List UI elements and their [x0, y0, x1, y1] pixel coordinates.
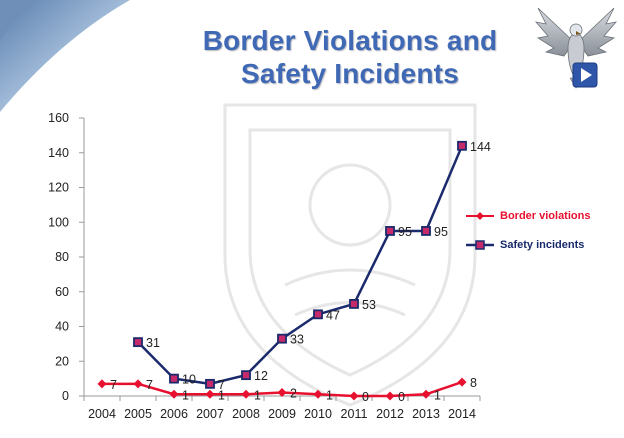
point-safety-incidents: [421, 226, 431, 236]
point-border-violations: [241, 389, 251, 399]
x-tick-label: 2006: [160, 407, 188, 421]
data-label-safety-incidents: 7: [218, 378, 225, 392]
point-border-violations: [385, 391, 395, 401]
data-label-safety-incidents: 33: [290, 333, 304, 347]
y-tick-label: 0: [62, 389, 69, 403]
x-tick-label: 2011: [341, 407, 368, 421]
point-safety-incidents: [385, 226, 395, 236]
data-label-safety-incidents: 12: [254, 369, 268, 383]
data-label-safety-incidents: 53: [362, 298, 376, 312]
data-label-border-violations: 1: [218, 388, 225, 402]
title-line-1: Border Violations and: [202, 25, 498, 56]
legend-swatch-border-violations: [466, 212, 494, 220]
y-tick-label: 40: [55, 320, 69, 334]
point-safety-incidents: [277, 333, 287, 344]
x-tick-label: 2004: [88, 407, 116, 421]
data-label-border-violations: 0: [362, 390, 369, 404]
data-label-border-violations: 0: [398, 390, 405, 404]
data-label-border-violations: 1: [182, 388, 189, 402]
data-label-safety-incidents: 95: [434, 225, 448, 239]
x-tick-label: 2010: [304, 407, 332, 421]
point-safety-incidents: [313, 309, 323, 320]
data-label-border-violations: 8: [470, 376, 477, 390]
point-border-violations: [421, 389, 431, 399]
legend-label-border-violations: Border violations: [500, 210, 591, 222]
y-tick-label: 100: [48, 215, 69, 229]
point-safety-incidents: [205, 378, 215, 389]
legend-item-safety-incidents: Safety incidents: [466, 236, 616, 254]
data-label-border-violations: 1: [434, 388, 441, 402]
x-tick-label: 2012: [376, 407, 404, 421]
y-tick-label: 160: [48, 111, 69, 125]
data-label-safety-incidents: 144: [470, 140, 491, 154]
data-label-safety-incidents: 31: [146, 336, 160, 350]
point-safety-incidents: [349, 299, 359, 309]
x-tick-label: 2013: [412, 407, 440, 421]
point-border-violations: [169, 389, 179, 399]
point-border-violations: [349, 391, 359, 401]
data-label-border-violations: 1: [254, 388, 261, 402]
legend-item-border-violations: Border violations: [466, 207, 616, 225]
x-tick-label: 2005: [124, 407, 152, 421]
data-label-border-violations: 2: [290, 387, 297, 401]
chart-legend: Border violations Safety incidents: [466, 207, 616, 265]
y-tick-label: 140: [48, 146, 69, 160]
data-label-border-violations: 1: [326, 388, 333, 402]
x-tick-label: 2007: [196, 407, 224, 421]
data-label-safety-incidents: 47: [326, 308, 340, 322]
point-border-violations: [277, 388, 287, 398]
point-border-violations: [97, 379, 107, 389]
x-tick-label: 2009: [268, 407, 296, 421]
point-safety-incidents: [133, 337, 143, 348]
x-tick-label: 2014: [448, 407, 476, 421]
y-tick-label: 80: [55, 250, 69, 264]
point-safety-incidents: [457, 140, 467, 151]
series-line-safety-incidents: [137, 145, 464, 386]
data-label-border-violations: 7: [110, 378, 117, 392]
legend-swatch-safety-incidents: [466, 240, 494, 250]
x-tick-label: 2008: [232, 407, 260, 421]
point-border-violations: [133, 379, 143, 389]
data-label-safety-incidents: 10: [182, 373, 196, 387]
data-label-safety-incidents: 95: [398, 225, 412, 239]
play-icon[interactable]: [572, 62, 598, 88]
point-safety-incidents: [169, 373, 179, 384]
legend-label-safety-incidents: Safety incidents: [500, 239, 585, 251]
data-label-border-violations: 7: [146, 378, 153, 392]
slide-title: Border Violations and Safety Incidents: [160, 24, 540, 90]
y-tick-label: 20: [55, 354, 69, 368]
point-safety-incidents: [241, 370, 251, 381]
point-border-violations: [457, 377, 467, 387]
y-tick-label: 60: [55, 285, 69, 299]
y-tick-label: 120: [48, 181, 69, 195]
point-border-violations: [205, 389, 215, 399]
point-border-violations: [313, 389, 323, 399]
title-line-2: Safety Incidents: [241, 58, 459, 89]
